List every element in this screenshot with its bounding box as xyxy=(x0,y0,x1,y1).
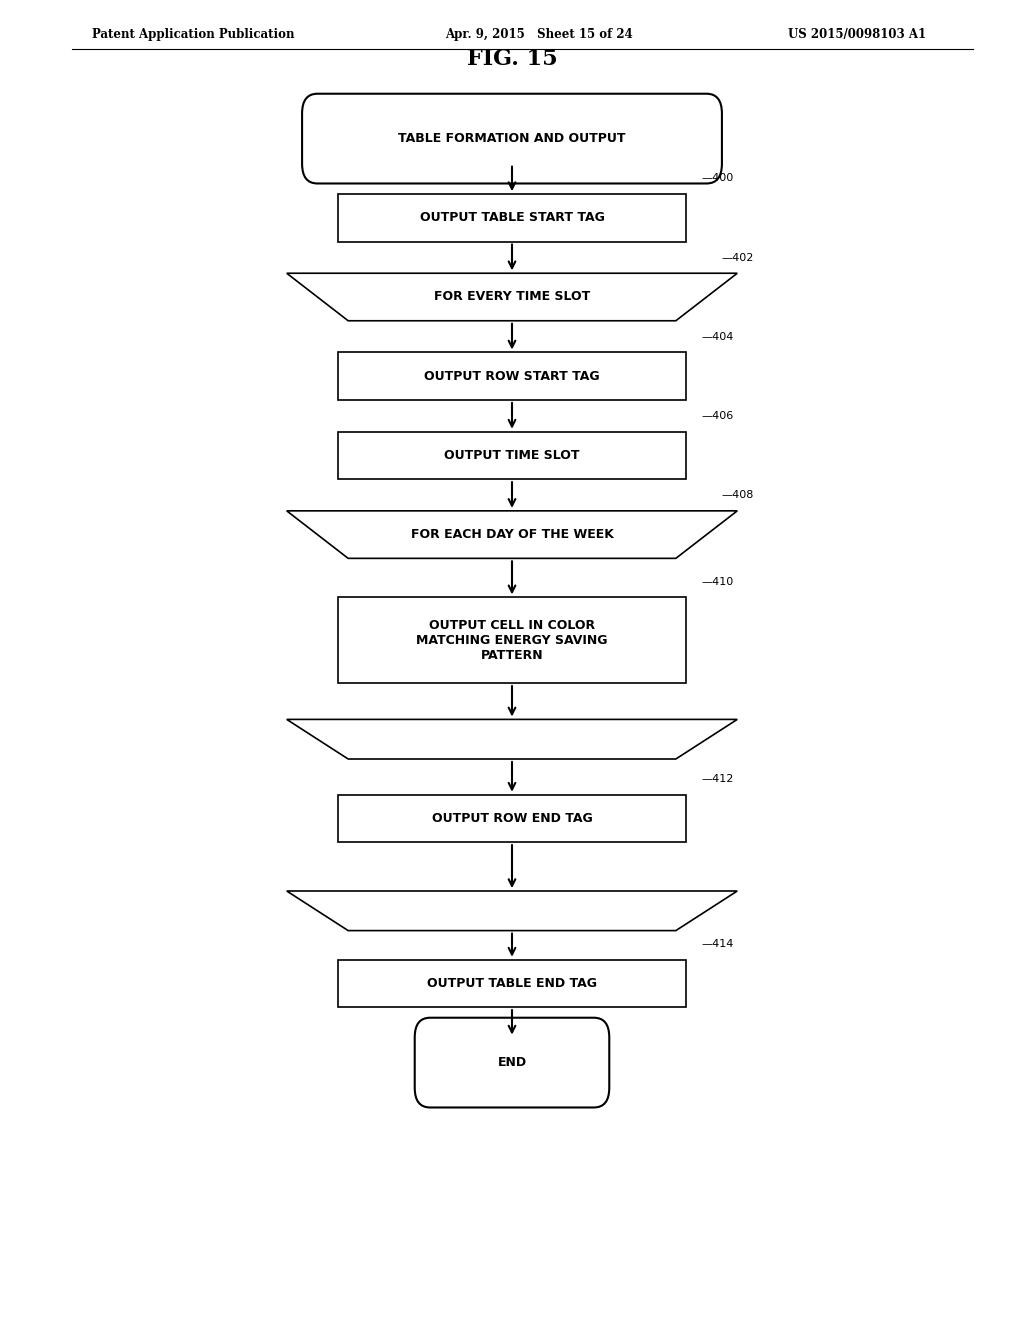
Text: US 2015/0098103 A1: US 2015/0098103 A1 xyxy=(788,28,927,41)
Polygon shape xyxy=(287,891,737,931)
Text: END: END xyxy=(498,1056,526,1069)
Text: OUTPUT TABLE END TAG: OUTPUT TABLE END TAG xyxy=(427,977,597,990)
Text: OUTPUT TABLE START TAG: OUTPUT TABLE START TAG xyxy=(420,211,604,224)
Text: —410: —410 xyxy=(701,577,733,586)
Text: OUTPUT CELL IN COLOR
MATCHING ENERGY SAVING
PATTERN: OUTPUT CELL IN COLOR MATCHING ENERGY SAV… xyxy=(416,619,608,661)
Text: FOR EVERY TIME SLOT: FOR EVERY TIME SLOT xyxy=(434,290,590,304)
Text: FOR EACH DAY OF THE WEEK: FOR EACH DAY OF THE WEEK xyxy=(411,528,613,541)
Text: OUTPUT TIME SLOT: OUTPUT TIME SLOT xyxy=(444,449,580,462)
Bar xyxy=(338,795,686,842)
Text: —412: —412 xyxy=(701,774,734,784)
Text: —406: —406 xyxy=(701,411,733,421)
Bar xyxy=(338,352,686,400)
Text: TABLE FORMATION AND OUTPUT: TABLE FORMATION AND OUTPUT xyxy=(398,132,626,145)
Bar xyxy=(338,194,686,242)
Text: —400: —400 xyxy=(701,173,733,183)
Text: —414: —414 xyxy=(701,939,734,949)
Text: OUTPUT ROW END TAG: OUTPUT ROW END TAG xyxy=(432,812,592,825)
Text: —402: —402 xyxy=(722,252,755,263)
Text: Apr. 9, 2015   Sheet 15 of 24: Apr. 9, 2015 Sheet 15 of 24 xyxy=(445,28,633,41)
FancyBboxPatch shape xyxy=(415,1018,609,1107)
Bar xyxy=(338,432,686,479)
FancyBboxPatch shape xyxy=(302,94,722,183)
Text: OUTPUT ROW START TAG: OUTPUT ROW START TAG xyxy=(424,370,600,383)
Text: —408: —408 xyxy=(722,490,755,500)
Polygon shape xyxy=(287,511,737,558)
Text: —404: —404 xyxy=(701,331,734,342)
Bar xyxy=(338,597,686,682)
Polygon shape xyxy=(287,719,737,759)
Polygon shape xyxy=(287,273,737,321)
Text: FIG. 15: FIG. 15 xyxy=(467,49,557,70)
Text: Patent Application Publication: Patent Application Publication xyxy=(92,28,295,41)
Bar xyxy=(338,960,686,1007)
